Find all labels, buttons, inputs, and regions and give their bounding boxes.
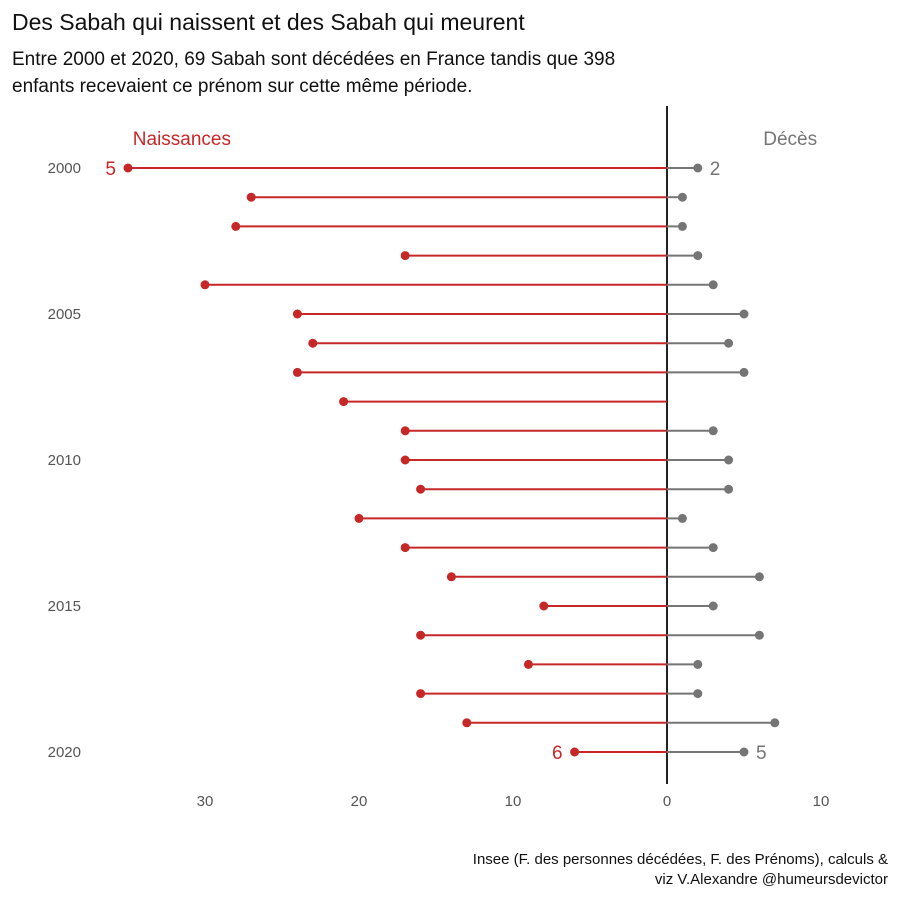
births-point-2009 [400,426,410,436]
births-point-2018 [416,689,426,699]
series-label-births: Naissances [133,129,231,150]
deaths-point-2015 [708,601,718,611]
births-point-2017 [523,659,533,669]
chart-caption-line-2: viz V.Alexandre @humeursdevictor [655,871,888,888]
births-point-2013 [400,543,410,553]
births-point-2003 [400,251,410,261]
year-tick-label: 2020 [48,744,81,761]
deaths-point-2003 [693,251,703,261]
deaths-point-2014 [754,572,764,582]
births-point-2007 [292,367,302,377]
births-point-2010 [400,455,410,465]
chart-subtitle-line-2: enfants recevaient ce prénom sur cette m… [12,76,472,97]
series-label-deaths: Décès [763,129,817,150]
chart-subtitle-line-1: Entre 2000 et 2020, 69 Sabah sont décédé… [12,49,615,70]
deaths-point-2005 [739,309,749,319]
births-point-2006 [308,338,318,348]
births-point-2004 [200,280,210,290]
deaths-point-2019 [770,718,780,728]
births-point-2012 [354,513,364,523]
deaths-point-2017 [693,659,703,669]
deaths-point-2009 [708,426,718,436]
births-point-2020 [570,747,580,757]
births-point-2000 [123,163,133,173]
year-tick-label: 2005 [48,306,81,323]
births-point-2001 [246,192,256,202]
deaths-point-2007 [739,367,749,377]
births-point-2016 [416,630,426,640]
births-annotation-2000: 5 [105,159,116,180]
chart-title: Des Sabah qui naissent et des Sabah qui … [12,9,525,35]
x-tick-label: 10 [813,793,830,810]
births-annotation-2020: 6 [552,743,563,764]
deaths-point-2013 [708,543,718,553]
deaths-annotation-2000: 2 [710,159,721,180]
births-point-2002 [231,221,241,231]
deaths-point-2006 [724,338,734,348]
deaths-point-2018 [693,689,703,699]
births-point-2011 [416,484,426,494]
deaths-annotation-2020: 5 [756,743,767,764]
deaths-point-2002 [677,221,687,231]
year-tick-label: 2000 [48,160,81,177]
x-tick-label: 10 [505,793,522,810]
deaths-point-2001 [677,192,687,202]
deaths-point-2011 [724,484,734,494]
deaths-point-2016 [754,630,764,640]
year-tick-label: 2015 [48,598,81,615]
x-tick-label: 30 [197,793,214,810]
births-point-2014 [446,572,456,582]
births-point-2008 [339,397,349,407]
chart-caption-line-1: Insee (F. des personnes décédées, F. des… [473,851,888,868]
deaths-point-2010 [724,455,734,465]
deaths-point-2012 [677,513,687,523]
births-point-2015 [539,601,549,611]
year-tick-label: 2010 [48,452,81,469]
x-tick-label: 0 [663,793,671,810]
births-point-2005 [292,309,302,319]
deaths-point-2020 [739,747,749,757]
deaths-point-2004 [708,280,718,290]
births-point-2019 [462,718,472,728]
x-tick-label: 20 [351,793,368,810]
deaths-point-2000 [693,163,703,173]
